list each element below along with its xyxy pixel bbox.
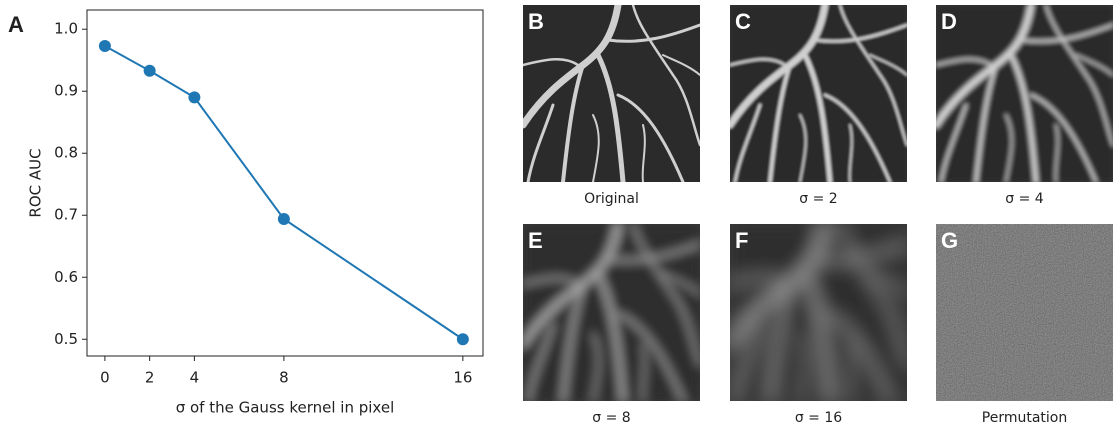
- panel-letter: E: [528, 228, 543, 253]
- vessel-image: [936, 5, 1113, 182]
- image-panel: [936, 5, 1113, 182]
- vessel-image: [730, 224, 907, 401]
- vessel-image: [523, 5, 700, 182]
- panel-caption: σ = 8: [592, 410, 630, 426]
- panel-letter: D: [941, 9, 957, 34]
- y-tick-label: 0.6: [54, 268, 78, 286]
- x-tick-label: 0: [100, 369, 110, 387]
- vessel-image: [523, 224, 700, 401]
- image-panel: [523, 224, 700, 401]
- point: [144, 65, 156, 77]
- image-panel: [936, 224, 1113, 401]
- image-panel: [523, 5, 700, 182]
- line-chart: 0.5 0.6 0.7 0.8 0.9 1.0 0 2 4 8 16 σ of the Gauss k…: [27, 10, 484, 417]
- image-panel: [730, 5, 907, 182]
- axes-frame: [87, 10, 483, 356]
- x-tick-label: 8: [279, 369, 289, 387]
- x-axis-label: σ of the Gauss kernel in pixel: [176, 399, 395, 417]
- figure: A 0.5 0.6 0.7 0.8 0.9 1.0 0 2 4 8 16 σ of the Gauss…: [0, 0, 1114, 429]
- panel-letter: C: [735, 9, 751, 34]
- point: [278, 213, 290, 225]
- x-tick-label: 16: [453, 369, 472, 387]
- panel-letter: F: [735, 228, 748, 253]
- panel-caption: σ = 4: [1005, 191, 1044, 207]
- vessel-image: [730, 5, 907, 182]
- panel-caption: σ = 2: [799, 191, 837, 207]
- point: [99, 40, 111, 52]
- image-panel: [730, 224, 907, 401]
- panel-letter: A: [8, 12, 24, 37]
- y-tick-label: 0.8: [54, 144, 78, 162]
- panel-letter: G: [941, 228, 958, 253]
- panel-caption: Permutation: [982, 410, 1067, 426]
- y-tick-label: 0.5: [54, 330, 78, 348]
- y-axis-label: ROC AUC: [27, 148, 45, 217]
- noise-tint: [936, 224, 1113, 401]
- panel-caption: Original: [584, 191, 639, 207]
- line: [105, 46, 463, 339]
- point: [188, 91, 200, 103]
- panel-letter: B: [528, 9, 544, 34]
- image-panels: B Original Cσ = 2 Dσ = 4 Eσ = 8 Fσ = 16 G Permu…: [523, 5, 1113, 426]
- x-tick-label: 4: [190, 369, 200, 387]
- x-tick-label: 2: [145, 369, 155, 387]
- point: [457, 333, 469, 345]
- y-tick-label: 1.0: [54, 20, 78, 38]
- y-tick-label: 0.9: [54, 82, 78, 100]
- panel-caption: σ = 16: [795, 410, 842, 426]
- y-tick-label: 0.7: [54, 206, 78, 224]
